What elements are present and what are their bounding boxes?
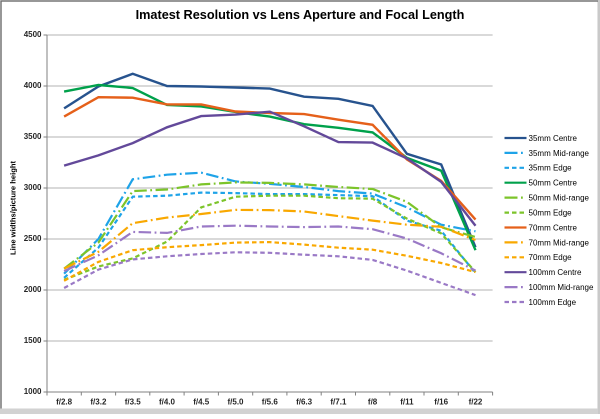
svg-text:f/2.8: f/2.8 (56, 398, 73, 407)
svg-text:4000: 4000 (24, 81, 42, 90)
svg-text:100mm Edge: 100mm Edge (529, 298, 577, 307)
svg-text:70mm Mid-range: 70mm Mid-range (529, 238, 590, 247)
svg-text:2500: 2500 (24, 234, 42, 243)
svg-text:3000: 3000 (24, 183, 42, 192)
svg-text:Line widths/picture height: Line widths/picture height (9, 160, 18, 255)
svg-text:Imatest Resolution vs Lens Ape: Imatest Resolution vs Lens Aperture and … (136, 8, 465, 22)
svg-text:f/4.5: f/4.5 (193, 398, 210, 407)
svg-text:f/5.6: f/5.6 (262, 398, 279, 407)
svg-text:f/16: f/16 (434, 398, 448, 407)
svg-text:3500: 3500 (24, 132, 42, 141)
svg-text:35mm Edge: 35mm Edge (529, 164, 573, 173)
svg-text:50mm Edge: 50mm Edge (529, 209, 573, 218)
svg-text:4500: 4500 (24, 30, 42, 39)
svg-text:f/22: f/22 (469, 398, 483, 407)
svg-text:35mm Mid-range: 35mm Mid-range (529, 149, 590, 158)
svg-text:f/5.0: f/5.0 (227, 398, 244, 407)
svg-text:2000: 2000 (24, 285, 42, 294)
svg-text:f/3.5: f/3.5 (125, 398, 142, 407)
svg-text:1500: 1500 (24, 336, 42, 345)
svg-text:f/6.3: f/6.3 (296, 398, 313, 407)
svg-text:f/8: f/8 (368, 398, 378, 407)
svg-text:f/3.2: f/3.2 (90, 398, 107, 407)
svg-text:100mm Mid-range: 100mm Mid-range (529, 283, 594, 292)
svg-text:f/4.0: f/4.0 (159, 398, 176, 407)
svg-text:50mm Mid-range: 50mm Mid-range (529, 194, 590, 203)
svg-text:70mm Edge: 70mm Edge (529, 253, 573, 262)
svg-text:50mm Centre: 50mm Centre (529, 179, 578, 188)
svg-text:f/11: f/11 (400, 398, 414, 407)
svg-text:100mm Centre: 100mm Centre (529, 268, 582, 277)
svg-text:70mm Centre: 70mm Centre (529, 223, 578, 232)
svg-text:f/7.1: f/7.1 (330, 398, 347, 407)
svg-text:35mm Centre: 35mm Centre (529, 134, 578, 143)
svg-text:1000: 1000 (24, 387, 42, 396)
